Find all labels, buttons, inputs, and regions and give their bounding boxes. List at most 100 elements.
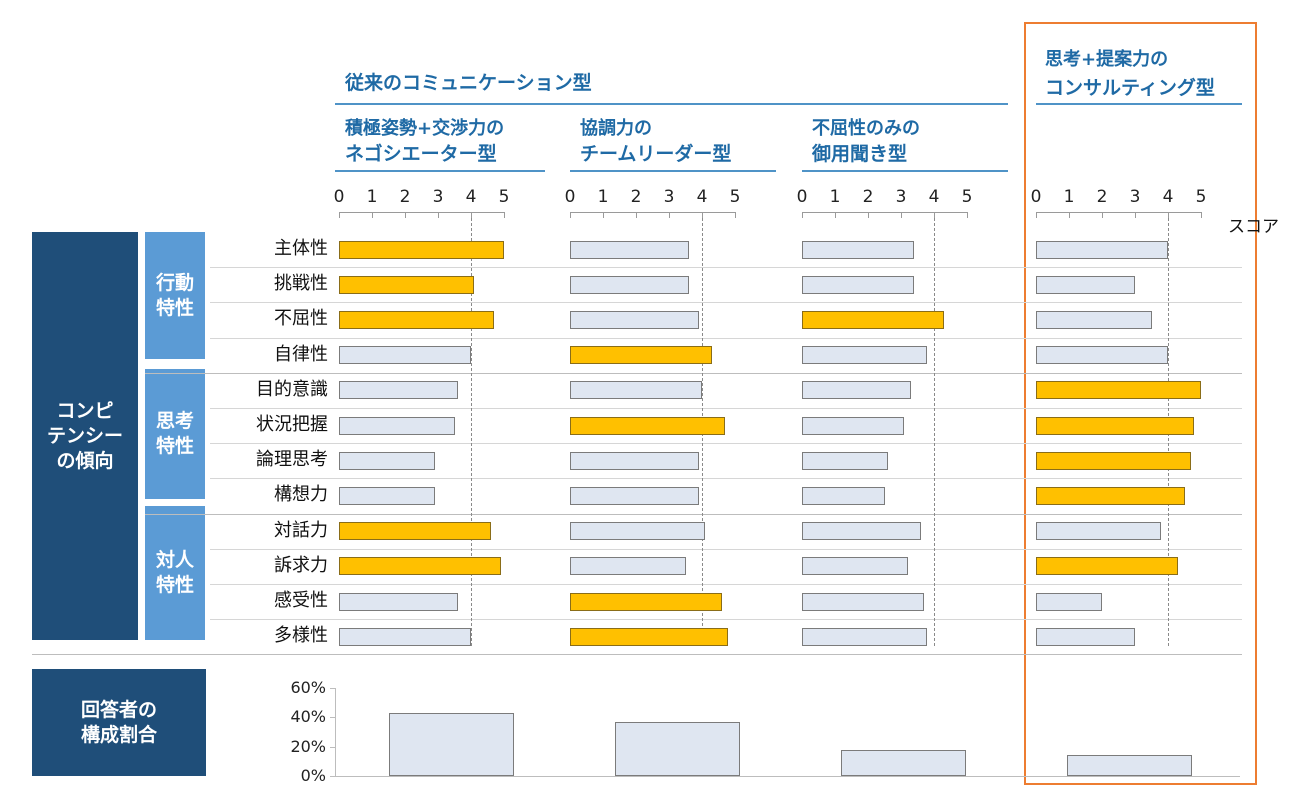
panel-1-tickmark-3 bbox=[669, 212, 670, 218]
panel-1-tickmark-2 bbox=[636, 212, 637, 218]
panel-3-tick-4: 4 bbox=[1162, 187, 1174, 207]
row-separator-11 bbox=[210, 619, 1242, 620]
panel-3-bar-4 bbox=[1036, 381, 1201, 400]
panel-0-tickmark-1 bbox=[372, 212, 373, 218]
panel-1-tick-0: 0 bbox=[564, 187, 576, 207]
panel-0-axis-line bbox=[339, 212, 505, 213]
competency-label-line3: の傾向 bbox=[56, 449, 114, 472]
panel-1-bar-11 bbox=[570, 627, 729, 646]
group-label-0: 行動 特性 bbox=[145, 232, 205, 359]
panel-1-bar-2 bbox=[570, 311, 699, 329]
panel-1-tickmark-5 bbox=[735, 212, 736, 218]
panel-1-tick-2: 2 bbox=[630, 187, 642, 207]
series-1-name-line1: 協調力の bbox=[580, 118, 652, 139]
row-label-2: 不屈性 bbox=[274, 308, 328, 330]
consulting-header-underline bbox=[1036, 103, 1242, 105]
panel-2-bar-8 bbox=[802, 522, 921, 541]
panel-0-bar-8 bbox=[339, 522, 491, 541]
panel-2-bar-6 bbox=[802, 451, 888, 470]
response-ytick-3: 60% bbox=[290, 678, 326, 697]
row-separator-10 bbox=[210, 584, 1242, 585]
series-0-name-line1: 積極姿勢+交渉力の bbox=[345, 118, 505, 139]
panel-2-average-line bbox=[934, 218, 935, 646]
panel-0-average-line bbox=[471, 218, 472, 646]
series-0-header-underline bbox=[335, 170, 545, 172]
panel-1-bar-4 bbox=[570, 381, 702, 400]
panel-2-tick-4: 4 bbox=[928, 187, 940, 207]
series-2-name-line2: 御用聞き型 bbox=[812, 143, 908, 165]
panel-2-tick-0: 0 bbox=[796, 187, 808, 207]
group-label-2-text: 対人 特性 bbox=[156, 548, 194, 598]
panel-3-tick-2: 2 bbox=[1096, 187, 1108, 207]
panel-3-bar-2 bbox=[1036, 311, 1152, 329]
response-bar-2 bbox=[841, 749, 966, 776]
panel-2-bar-7 bbox=[802, 487, 885, 505]
panel-0-tick-4: 4 bbox=[465, 187, 477, 207]
panel-0-bar-10 bbox=[339, 592, 458, 611]
group-label-1-line1: 思考 bbox=[155, 410, 194, 432]
panel-3-tick-5: 5 bbox=[1195, 187, 1207, 207]
panel-2-tick-3: 3 bbox=[895, 187, 907, 207]
row-separator-8 bbox=[145, 514, 1242, 515]
row-label-11: 多様性 bbox=[274, 625, 328, 647]
group-label-0-line2: 特性 bbox=[155, 296, 194, 319]
row-label-9: 訴求力 bbox=[274, 554, 328, 576]
response-axis-x bbox=[335, 776, 1240, 777]
panel-1-bar-3 bbox=[570, 346, 712, 365]
response-label-line2: 構成割合 bbox=[80, 723, 157, 746]
panel-2-tick-2: 2 bbox=[862, 187, 874, 207]
panel-2-tickmark-1 bbox=[835, 212, 836, 218]
panel-3-bar-3 bbox=[1036, 346, 1168, 365]
panel-3-tickmark-1 bbox=[1069, 212, 1070, 218]
panel-3-bar-1 bbox=[1036, 275, 1135, 294]
row-separator-2 bbox=[210, 302, 1242, 303]
panel-1-tick-3: 3 bbox=[663, 187, 675, 207]
panel-3-tick-1: 1 bbox=[1063, 187, 1075, 207]
panel-1-tick-5: 5 bbox=[729, 187, 741, 207]
panel-1-tickmark-0 bbox=[570, 212, 571, 218]
panel-0-bar-3 bbox=[339, 346, 471, 365]
response-ytick-0: 0% bbox=[300, 766, 326, 785]
panel-0-tick-5: 5 bbox=[498, 187, 510, 207]
row-label-7: 構想力 bbox=[274, 484, 328, 506]
panel-0-bar-11 bbox=[339, 627, 471, 646]
panel-3-tick-3: 3 bbox=[1129, 187, 1141, 207]
panel-2-tickmark-2 bbox=[868, 212, 869, 218]
panel-3-bar-11 bbox=[1036, 627, 1135, 646]
group-label-2-line2: 特性 bbox=[155, 574, 194, 596]
series-0-name-line2: ネゴシエーター型 bbox=[345, 143, 497, 165]
panel-2-bar-5 bbox=[802, 416, 905, 435]
row-separator-6 bbox=[210, 443, 1242, 444]
row-label-4: 目的意識 bbox=[256, 378, 328, 400]
row-label-1: 挑戦性 bbox=[274, 273, 328, 295]
panel-2-tickmark-5 bbox=[967, 212, 968, 218]
panel-0-bar-5 bbox=[339, 416, 455, 435]
group-label-2: 対人 特性 bbox=[145, 506, 205, 640]
panel-0-tickmark-2 bbox=[405, 212, 406, 218]
competency-tendency-label: コンピ テンシー の傾向 bbox=[32, 232, 138, 640]
panel-0-bar-6 bbox=[339, 451, 435, 470]
panel-3-axis-line bbox=[1036, 212, 1202, 213]
consulting-type-highlight-frame bbox=[1024, 22, 1257, 785]
panel-0-bar-2 bbox=[339, 311, 495, 329]
panel-0-tick-1: 1 bbox=[366, 187, 378, 207]
group-label-2-line1: 対人 bbox=[155, 549, 194, 571]
competency-label-line2: テンシー bbox=[46, 424, 123, 447]
panel-0-bar-7 bbox=[339, 487, 435, 505]
panel-1-tick-4: 4 bbox=[696, 187, 708, 207]
panel-0-bar-0 bbox=[339, 240, 504, 259]
panel-1-bar-5 bbox=[570, 416, 726, 435]
panel-1-bar-9 bbox=[570, 557, 686, 576]
panel-1-bar-8 bbox=[570, 522, 706, 541]
panel-1-bar-1 bbox=[570, 275, 689, 294]
row-label-10: 感受性 bbox=[274, 590, 328, 611]
panel-1-tickmark-4 bbox=[702, 212, 703, 218]
panel-3-bar-0 bbox=[1036, 240, 1168, 259]
panel-3-tickmark-3 bbox=[1135, 212, 1136, 218]
panel-1-tick-1: 1 bbox=[597, 187, 609, 207]
panel-2-bar-2 bbox=[802, 311, 944, 329]
panel-2-tickmark-4 bbox=[934, 212, 935, 218]
row-separator-7 bbox=[210, 478, 1242, 479]
group-label-1: 思考 特性 bbox=[145, 369, 205, 499]
